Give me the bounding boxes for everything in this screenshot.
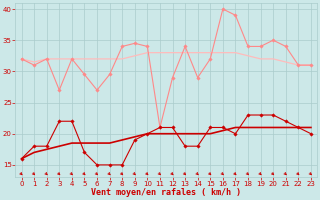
X-axis label: Vent moyen/en rafales ( km/h ): Vent moyen/en rafales ( km/h ) [91, 188, 241, 197]
